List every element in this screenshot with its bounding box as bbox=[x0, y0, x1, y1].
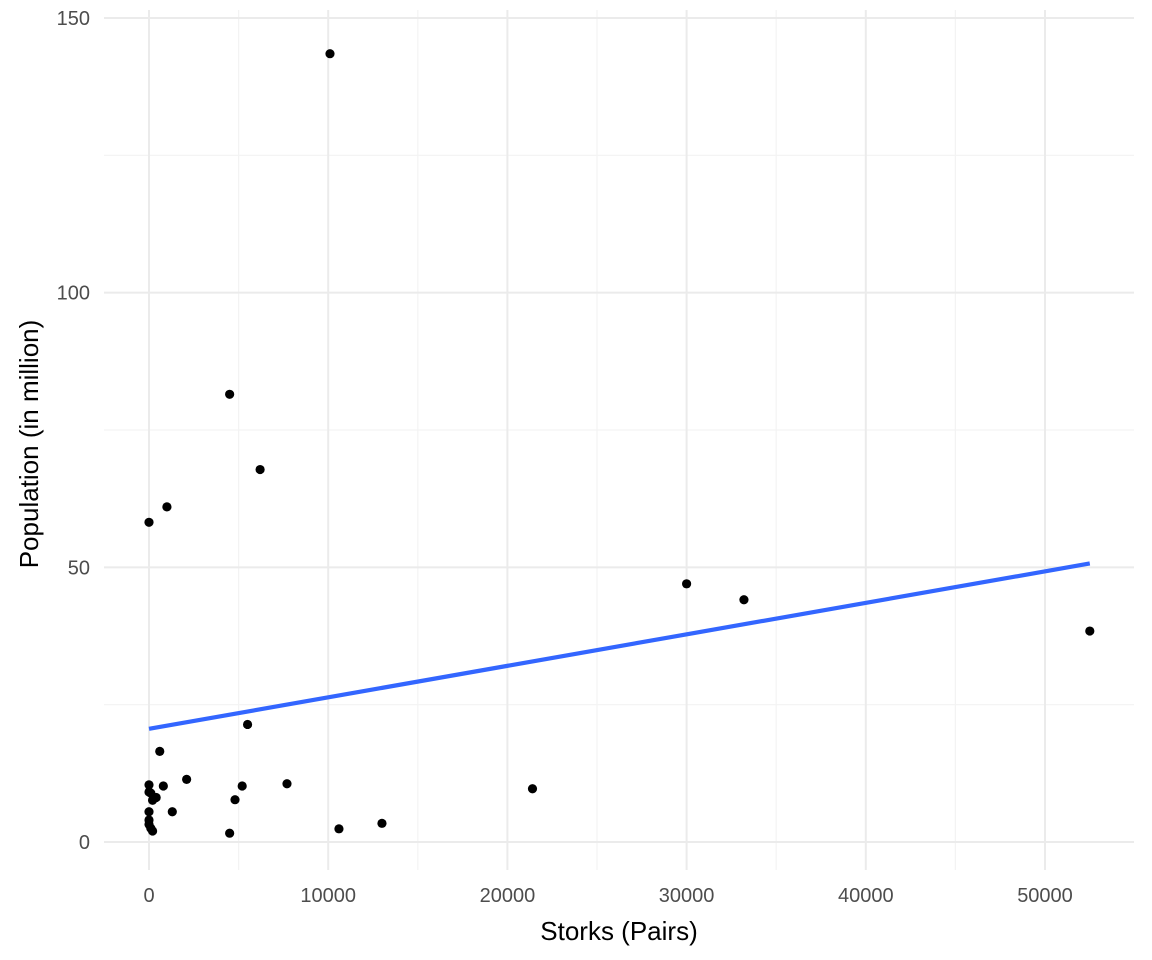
data-point bbox=[155, 746, 165, 756]
data-point bbox=[282, 779, 292, 789]
data-point bbox=[144, 517, 154, 527]
data-point bbox=[162, 502, 172, 512]
data-point bbox=[325, 49, 335, 59]
x-tick-label: 20000 bbox=[480, 885, 536, 907]
y-tick-label: 0 bbox=[79, 832, 90, 854]
data-point bbox=[377, 818, 387, 828]
y-tick-label: 150 bbox=[57, 8, 90, 30]
x-axis-title: Storks (Pairs) bbox=[540, 916, 697, 946]
data-point bbox=[739, 595, 749, 605]
data-point bbox=[230, 795, 240, 805]
points-layer bbox=[144, 49, 1095, 838]
data-point bbox=[144, 807, 154, 817]
fit-line-layer bbox=[148, 561, 1091, 731]
y-tick-label: 100 bbox=[57, 283, 90, 305]
data-point bbox=[334, 824, 344, 834]
x-tick-label: 50000 bbox=[1017, 885, 1073, 907]
data-point bbox=[225, 828, 235, 838]
data-point bbox=[237, 781, 247, 791]
x-tick-label: 40000 bbox=[838, 885, 894, 907]
data-point bbox=[1085, 626, 1095, 636]
regression-line bbox=[148, 561, 1091, 731]
data-point bbox=[182, 774, 192, 784]
data-point bbox=[167, 807, 177, 817]
data-point bbox=[527, 784, 538, 794]
x-tick-label: 30000 bbox=[659, 885, 715, 907]
data-point bbox=[225, 389, 235, 399]
data-point bbox=[147, 795, 158, 805]
data-point bbox=[147, 826, 158, 836]
data-point bbox=[144, 780, 154, 790]
data-point bbox=[242, 719, 253, 730]
data-point bbox=[682, 579, 692, 589]
x-tick-label: 0 bbox=[143, 885, 154, 907]
tick-labels-layer: 0 10000 20000 30000 40000 50000 0 50 100 150 bbox=[57, 8, 1073, 907]
x-tick-label: 10000 bbox=[300, 885, 356, 907]
data-point bbox=[255, 464, 265, 475]
y-axis-title: Population (in million) bbox=[14, 320, 44, 569]
y-tick-label: 50 bbox=[68, 557, 90, 579]
data-point bbox=[158, 781, 168, 791]
grid-layer bbox=[104, 10, 1134, 870]
